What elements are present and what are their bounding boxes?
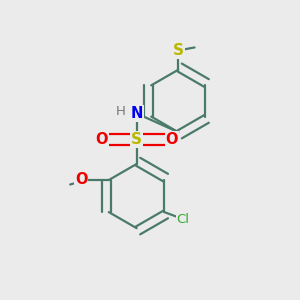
Text: H: H — [115, 106, 125, 118]
Text: S: S — [131, 132, 142, 147]
Text: O: O — [95, 132, 108, 147]
Text: O: O — [165, 132, 178, 147]
Text: Cl: Cl — [176, 213, 189, 226]
Text: N: N — [130, 106, 143, 121]
Text: S: S — [173, 43, 184, 58]
Text: O: O — [75, 172, 87, 187]
